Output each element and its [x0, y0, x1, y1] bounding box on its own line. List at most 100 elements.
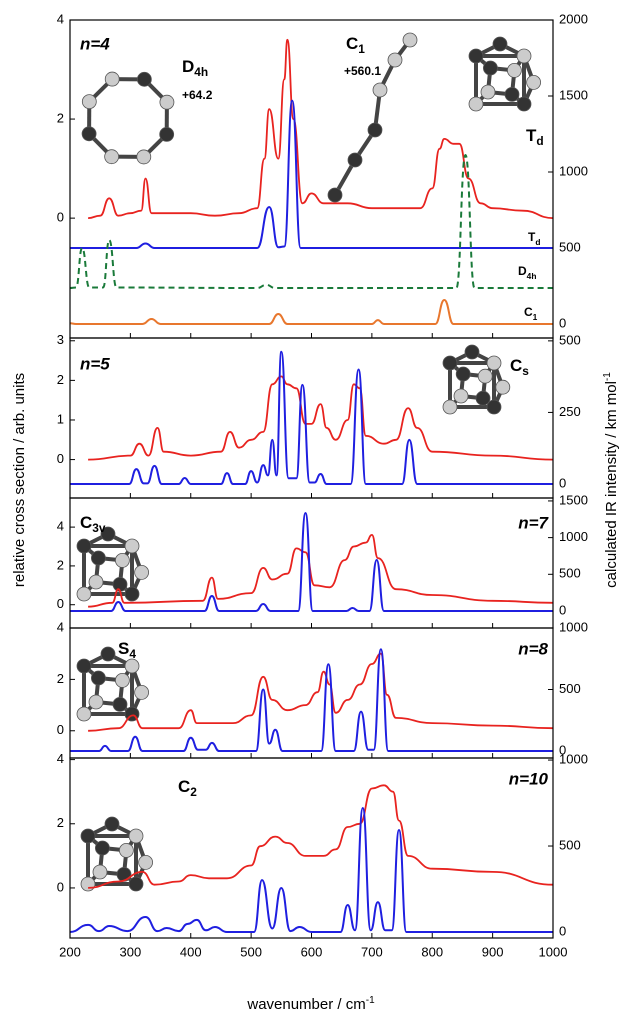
atom: [468, 96, 484, 112]
curve-label: C1: [524, 305, 538, 322]
y-tick-label: 0: [57, 451, 64, 466]
atom: [482, 60, 498, 76]
y-tick-label: 2: [57, 815, 64, 830]
atom: [455, 366, 471, 382]
x-tick-label: 1000: [539, 944, 568, 959]
atom: [372, 82, 388, 98]
panel-frame: [69, 19, 554, 339]
atom: [128, 828, 144, 844]
experimental-spectrum: [88, 533, 553, 608]
y2-tick-label: 1000: [559, 163, 588, 178]
annotation: C2: [178, 777, 197, 799]
atom: [516, 48, 532, 64]
annotation-main: +560.1: [344, 64, 381, 78]
annotation: +560.1: [344, 64, 381, 78]
y2-tick-label: 0: [559, 475, 566, 490]
atom: [387, 52, 403, 68]
atom: [442, 355, 458, 371]
atom: [495, 379, 511, 395]
curve-label-sub: d: [535, 237, 540, 247]
curve-label-sub: 4h: [527, 271, 537, 281]
atom: [119, 843, 134, 858]
y2-tick-label: 1500: [559, 492, 588, 507]
x-axis-label-sup: -1: [366, 995, 375, 1006]
annotation-sub: s: [522, 364, 529, 378]
y-tick-label: 0: [57, 210, 64, 225]
atom: [128, 876, 144, 892]
atom: [104, 71, 120, 87]
annotation: D4h: [182, 57, 208, 79]
calculated-spectrum: [70, 806, 553, 934]
curve-label: D4h: [518, 264, 536, 281]
annotation-main: C: [80, 513, 92, 532]
y2-axis-label-text: calculated IR intensity / km mol: [603, 381, 620, 588]
x-tick-label: 900: [482, 944, 504, 959]
atom: [112, 697, 128, 712]
atom: [104, 149, 120, 165]
y2-tick-label: 500: [559, 239, 581, 254]
atom: [76, 538, 92, 554]
annotation: S4: [118, 639, 136, 661]
atom: [442, 399, 458, 415]
atom: [124, 658, 140, 674]
y2-tick-label: 500: [559, 566, 581, 581]
annotation-main: C: [178, 777, 190, 796]
calculated-spectrum: [70, 350, 553, 486]
y-tick-label: 2: [57, 111, 64, 126]
x-tick-label: 800: [421, 944, 443, 959]
atom: [402, 32, 418, 48]
annotation-main: +64.2: [182, 88, 213, 102]
annotation-main: T: [526, 126, 537, 145]
atom: [81, 126, 97, 142]
atom: [100, 526, 116, 542]
x-tick-label: 200: [59, 944, 81, 959]
atom: [507, 63, 522, 78]
atom: [116, 867, 132, 882]
panel-label: n=7: [518, 513, 549, 532]
atom: [486, 355, 502, 371]
calculated-spectrum: [70, 99, 553, 250]
y2-tick-label: 0: [559, 742, 566, 757]
annotation-sub: 4h: [194, 65, 208, 79]
atom: [468, 48, 484, 64]
y-tick-label: 2: [57, 372, 64, 387]
y-tick-label: 4: [57, 751, 64, 766]
curve-label-main: D: [518, 264, 527, 278]
panel-label: n=10: [509, 769, 549, 788]
y2-axis-label: calculated IR intensity / km mol-1: [602, 372, 620, 588]
y-tick-label: 4: [57, 619, 64, 634]
y-tick-label: 4: [57, 11, 64, 26]
atom: [477, 368, 493, 384]
y2-tick-label: 500: [559, 332, 581, 347]
atom: [100, 646, 116, 662]
y-tick-label: 1: [57, 411, 64, 426]
y2-tick-label: 2000: [559, 11, 588, 26]
x-axis-label-text: wavenumber / cm: [246, 996, 365, 1013]
curve-label: Td: [528, 230, 540, 247]
atom: [80, 876, 96, 892]
atom: [480, 84, 496, 100]
atom: [516, 96, 532, 112]
experimental-spectrum: [88, 38, 553, 219]
calculated-spectrum: [70, 648, 553, 753]
x-tick-label: 300: [120, 944, 142, 959]
atom: [475, 390, 491, 406]
experimental-spectrum: [88, 784, 553, 889]
atom: [76, 706, 92, 722]
atom: [492, 36, 508, 52]
x-axis-label: wavenumber / cm-1: [246, 995, 375, 1013]
calculated-spectrum: [70, 153, 553, 290]
y2-tick-label: 0: [559, 602, 566, 617]
atom: [464, 344, 480, 360]
annotation: Cs: [510, 356, 529, 378]
annotation: C1: [346, 34, 365, 56]
atom: [81, 94, 97, 110]
y-tick-label: 4: [57, 519, 64, 534]
atom: [76, 586, 92, 602]
atom: [347, 152, 363, 168]
calculated-spectrum: [70, 298, 553, 326]
annotation-sub: d: [536, 134, 543, 148]
atom: [136, 71, 152, 87]
atom: [115, 553, 130, 568]
